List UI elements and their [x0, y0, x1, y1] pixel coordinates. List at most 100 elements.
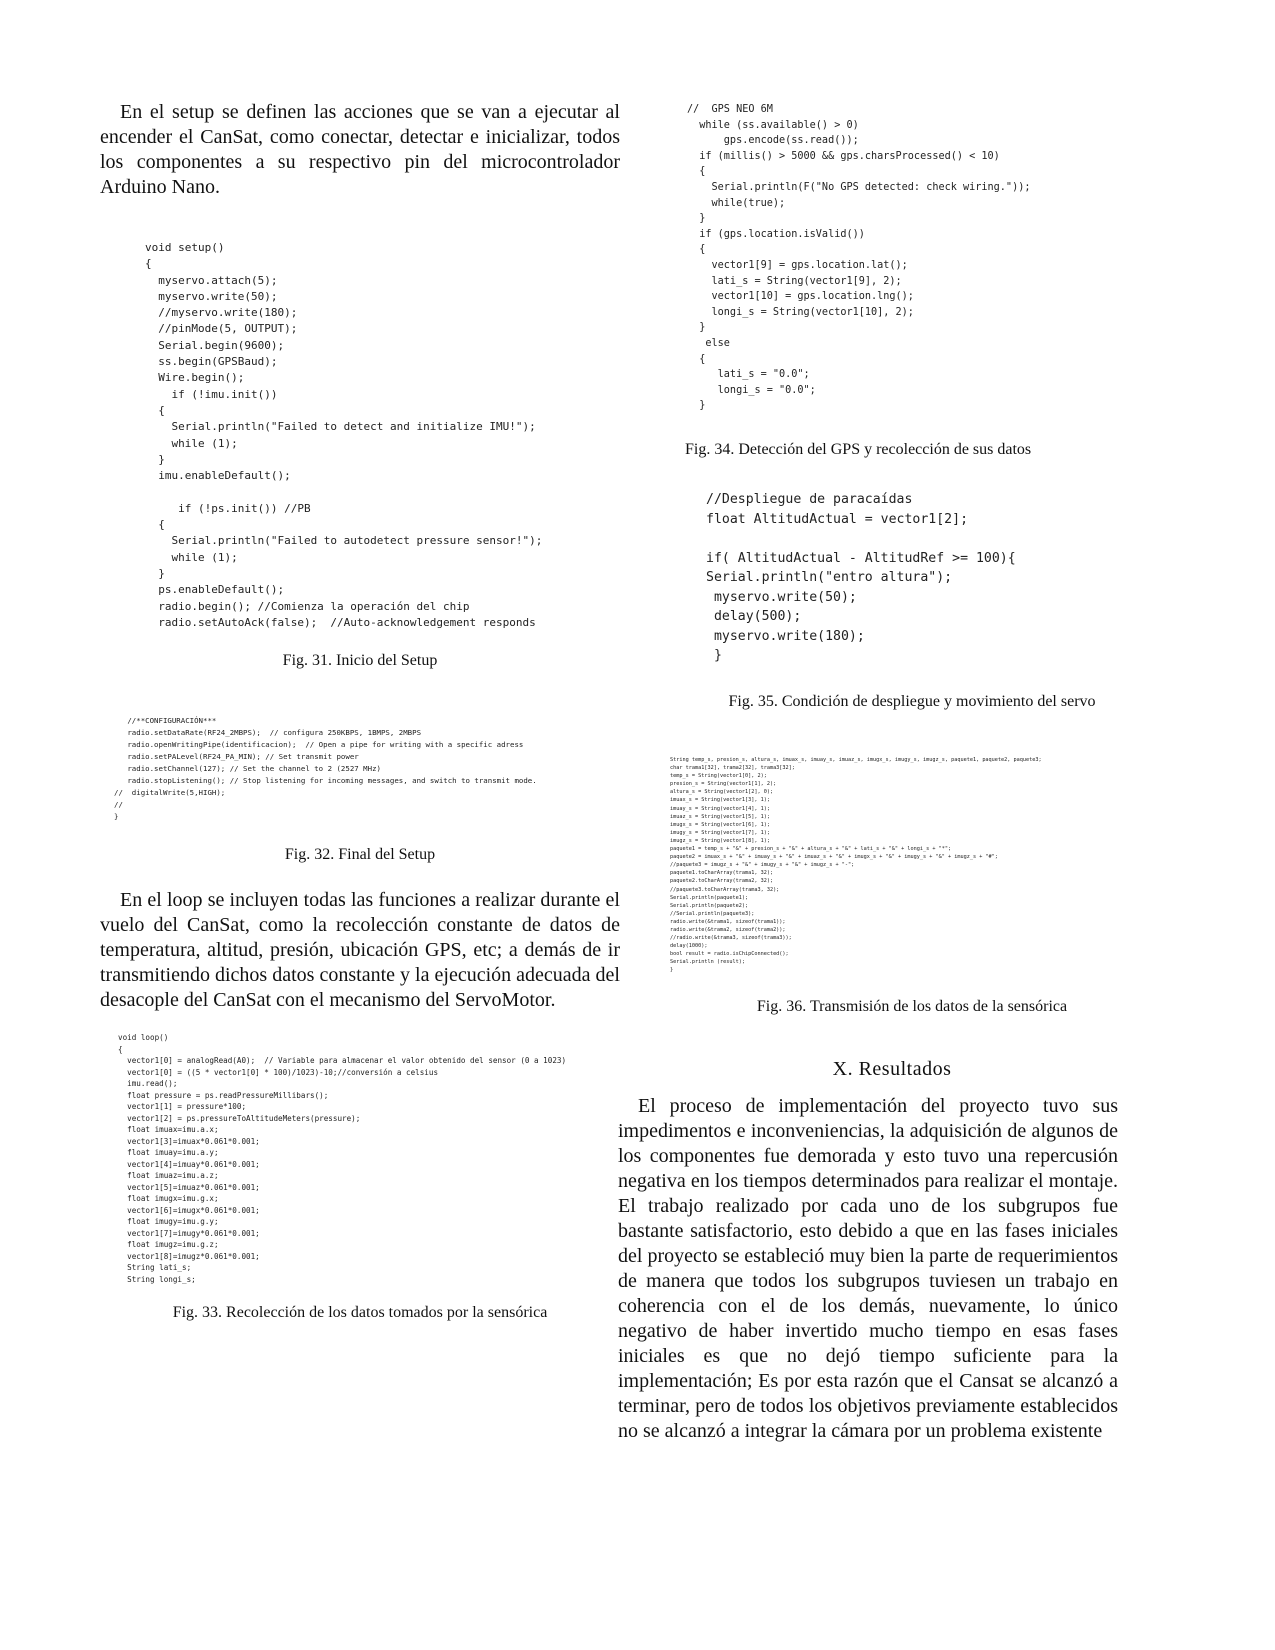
code-line: if (gps.location.isValid()): [687, 228, 865, 240]
code-line: Serial.println("Failed to detect and ini…: [145, 420, 536, 434]
code-listing: void loop() { vector1[0] = analogRead(A0)…: [118, 1032, 620, 1285]
code-line: //myservo.write(180);: [145, 306, 298, 320]
code-line: radio.stopListening(); // Stop listening…: [114, 776, 537, 785]
code-line: // digitalWrite(5,HIGH);: [114, 788, 226, 797]
figure-36-caption: Fig. 36. Transmisión de los datos de la …: [756, 998, 1068, 1015]
code-line: //radio.write(&trama3, sizeof(trama3));: [670, 935, 792, 942]
code-line: float imugy=imu.g.y;: [118, 1217, 219, 1226]
code-line: imugx_s = String(vector1[6], 1);: [670, 821, 770, 828]
code-line: if( AltitudActual - AltitudRef >= 100){: [706, 550, 1016, 566]
section-heading-resultados: X. Resultados: [832, 1058, 952, 1080]
code-line: gps.encode(ss.read());: [687, 135, 859, 147]
code-line: //**CONFIGURACIÓN***: [114, 716, 217, 725]
code-listing: // GPS NEO 6M while (ss.available() > 0)…: [687, 102, 1172, 414]
code-line: {: [145, 257, 152, 271]
code-line: float imugx=imu.g.x;: [118, 1194, 219, 1203]
code-line: }: [687, 322, 706, 334]
setup-intro-block: En el setup se definen las acciones que …: [100, 100, 620, 200]
code-line: vector1[5]=imuaz*0.061*0.001;: [118, 1182, 260, 1192]
code-line: }: [687, 400, 706, 412]
code-line: longi_s = "0.0";: [687, 384, 816, 396]
figure-36-code: String temp_s, presion_s, altura_s, imua…: [670, 756, 1172, 975]
code-line: {: [687, 353, 706, 365]
code-line: String lati_s;: [118, 1263, 192, 1272]
code-listing: //Despliegue de paracaídas float AltitudA…: [706, 490, 1172, 666]
code-line: {: [687, 244, 706, 256]
code-line: while (1);: [145, 436, 238, 450]
code-line: String longi_s;: [118, 1274, 196, 1284]
code-line: radio.openWritingPipe(identificacion); /…: [114, 740, 524, 749]
code-line: //: [114, 800, 123, 809]
code-listing: String temp_s, presion_s, altura_s, imua…: [670, 756, 1172, 975]
code-line: imu.enableDefault();: [145, 469, 291, 483]
code-line: Serial.println("Failed to autodetect pre…: [145, 534, 543, 548]
code-line: myservo.write(50);: [145, 289, 278, 303]
code-line: Serial.begin(9600);: [145, 338, 285, 352]
setup-intro-paragraph: En el setup se definen las acciones que …: [100, 101, 620, 198]
code-line: {: [145, 403, 165, 417]
code-line: temp_s = String(vector1[0], 2);: [670, 773, 767, 780]
code-line: Serial.println("entro altura");: [706, 570, 953, 585]
code-line: while (ss.available() > 0): [687, 119, 859, 131]
code-line: radio.setChannel(127); // Set the channe…: [114, 764, 381, 773]
code-line: }: [670, 967, 674, 974]
code-line: float imuaz=imu.a.z;: [118, 1171, 219, 1180]
results-paragraph: El proceso de implementación del proyect…: [618, 1095, 1118, 1442]
code-line: //pinMode(5, OUTPUT);: [145, 322, 298, 336]
code-line: {: [687, 166, 706, 178]
code-line: imuax_s = String(vector1[3], 1);: [670, 797, 770, 804]
code-line: lati_s = "0.0";: [687, 369, 810, 381]
code-line: myservo.write(180);: [706, 628, 865, 644]
figure-33-code: void loop() { vector1[0] = analogRead(A0)…: [118, 1032, 620, 1285]
code-line: vector1[6]=imugx*0.061*0.001;: [118, 1205, 260, 1215]
code-line: Serial.println(paquete1);: [670, 894, 749, 901]
code-line: presion_s = String(vector1[1], 2);: [670, 781, 777, 788]
code-line: radio.setPALevel(RF24_PA_MIN); // Set tr…: [114, 752, 359, 761]
code-line: vector1[0] = ((5 * vector1[0] * 100)/102…: [118, 1067, 439, 1077]
code-line: //paquete3.toCharArray(trama3, 32);: [670, 886, 780, 893]
code-line: Serial.println(paquete2);: [670, 902, 749, 909]
code-line: paquete2.toCharArray(trama2, 32);: [670, 878, 774, 885]
code-line: [706, 529, 1172, 549]
code-line: altura_s = String(vector1[2], 0);: [670, 789, 774, 796]
code-line: //paquete3 = imugz_s + "&" + imugy_s + "…: [670, 862, 855, 869]
code-line: [145, 484, 620, 500]
figure-32-caption: Fig. 32. Final del Setup: [284, 846, 436, 863]
figure-34-caption: Fig. 34. Detección del GPS y recolección…: [685, 441, 1032, 458]
loop-text-block: En el loop se incluyen todas las funcion…: [100, 888, 620, 1013]
code-line: }: [114, 812, 119, 821]
code-line: myservo.attach(5);: [145, 273, 278, 287]
code-line: }: [145, 452, 165, 466]
code-line: if (millis() > 5000 && gps.charsProcesse…: [687, 150, 1000, 162]
code-line: vector1[2] = ps.pressureToAltitudeMeters…: [118, 1113, 361, 1123]
code-line: if (!imu.init()): [145, 387, 278, 401]
code-line: while(true);: [687, 197, 786, 209]
code-line: }: [145, 566, 165, 580]
code-line: vector1[7]=imugy*0.061*0.001;: [118, 1228, 260, 1238]
code-line: void loop(): [118, 1033, 169, 1042]
code-listing: void setup() { myservo.attach(5); myservo…: [145, 240, 620, 631]
code-line: vector1[3]=imuax*0.061*0.001;: [118, 1136, 260, 1146]
code-line: String temp_s, presion_s, altura_s, imua…: [670, 757, 1042, 763]
code-line: ss.begin(GPSBaud);: [145, 355, 278, 369]
code-line: float pressure = ps.readPressureMillibar…: [118, 1090, 329, 1100]
code-line: Serial.println(F("No GPS detected: check…: [687, 181, 1031, 193]
code-listing: //**CONFIGURACIÓN*** radio.setDataRate(R…: [114, 715, 620, 823]
figure-31-caption: Fig. 31. Inicio del Setup: [282, 652, 438, 669]
code-line: myservo.write(50);: [706, 589, 857, 605]
code-line: else: [687, 337, 730, 349]
figure-35-caption: Fig. 35. Condición de despliegue y movim…: [728, 693, 1096, 710]
code-line: Wire.begin();: [145, 371, 245, 385]
loop-paragraph: En el loop se incluyen todas las funcion…: [100, 889, 620, 1011]
code-line: vector1[8]=imugz*0.061*0.001;: [118, 1251, 260, 1261]
code-line: //Serial.println(paquete3);: [670, 910, 755, 917]
code-line: float imuay=imu.a.y;: [118, 1148, 219, 1157]
code-line: radio.begin(); //Comienza la operación d…: [145, 599, 470, 613]
code-line: paquete2 = imuax_s + "&" + imuay_s + "&"…: [670, 854, 998, 861]
code-line: vector1[1] = pressure*100;: [118, 1102, 247, 1111]
code-line: lati_s = String(vector1[9], 2);: [687, 275, 902, 287]
code-line: radio.write(&trama2, sizeof(trama2));: [670, 926, 786, 933]
code-line: imuaz_s = String(vector1[5], 1);: [670, 813, 770, 820]
code-line: paquete1.toCharArray(trama1, 32);: [670, 870, 774, 877]
results-text-block: El proceso de implementación del proyect…: [618, 1094, 1118, 1444]
